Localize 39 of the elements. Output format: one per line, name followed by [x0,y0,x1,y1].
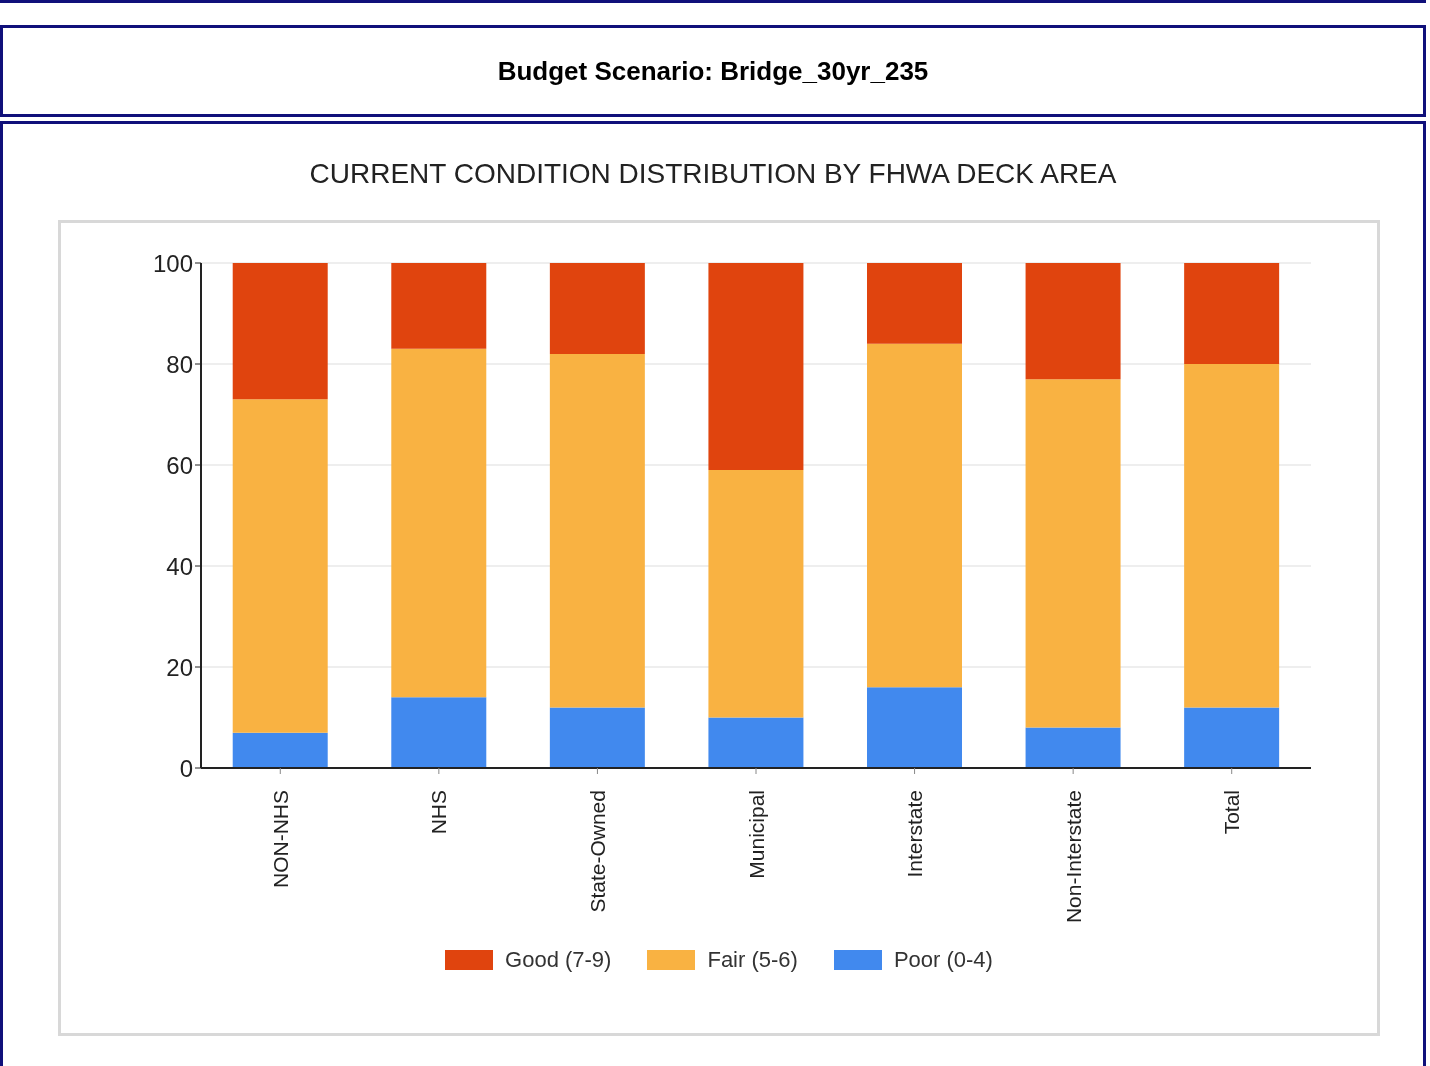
bar [867,687,962,768]
x-tick-label: Municipal [744,790,768,879]
x-tick-label: State-Owned [585,790,609,913]
chart-subtitle: CURRENT CONDITION DISTRIBUTION BY FHWA DECK AREA [308,158,1118,190]
bar [708,470,804,718]
x-tick-label: NON-NHS [268,790,292,888]
bar [391,697,487,768]
bar [232,732,328,768]
legend-label: Poor (0-4) [893,947,993,973]
y-tick-label: 100 [152,249,193,277]
bar [549,707,645,768]
bar [1025,379,1121,728]
y-tick-label: 0 [179,754,193,782]
bar [549,263,645,354]
bar [867,263,962,344]
bar [1025,263,1121,380]
bar [1184,707,1280,768]
legend-label: Good (7-9) [505,947,612,973]
x-tick-label: NHS [427,790,451,835]
bar [549,353,645,708]
bar [867,343,962,688]
y-tick-label: 80 [166,350,193,378]
bar [1025,727,1121,768]
bar [232,263,328,400]
bar [708,717,804,768]
bar [1184,364,1280,708]
bar [1184,263,1280,364]
y-tick-label: 20 [166,653,193,681]
x-tick-label: Interstate [903,790,927,878]
y-tick-label: 40 [166,552,193,580]
x-tick-label: Total [1220,790,1244,835]
bar [708,263,804,471]
bar [232,399,328,733]
legend-label: Fair (5-6) [707,947,798,973]
y-tick-label: 60 [166,451,193,479]
bar [391,348,487,698]
chart-title: Budget Scenario: Bridge_30yr_235 [0,25,1426,117]
bar [391,263,487,349]
x-tick-label: Non-Interstate [1061,790,1085,924]
